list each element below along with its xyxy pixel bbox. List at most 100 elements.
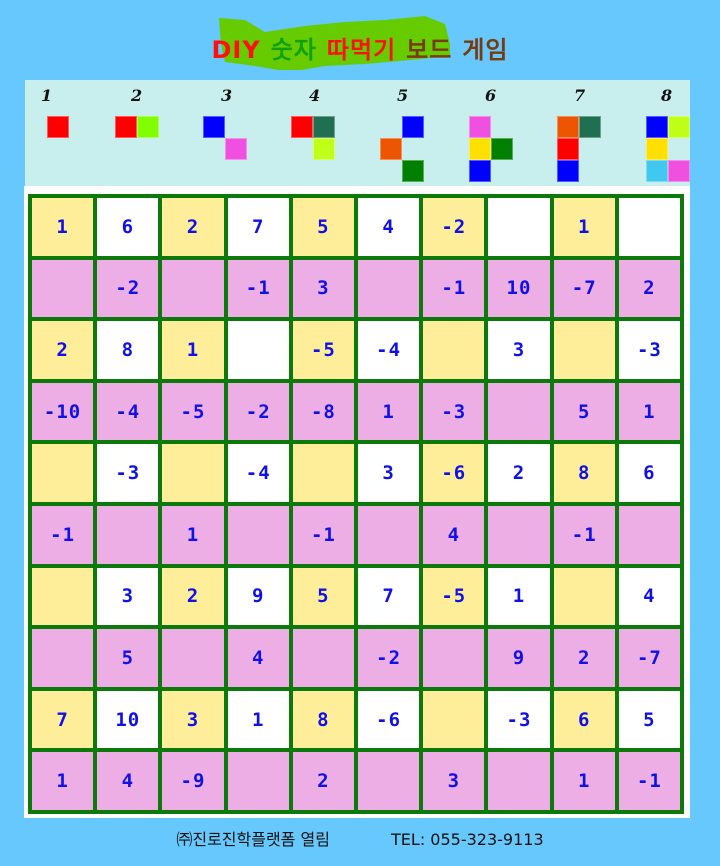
board-cell[interactable]	[488, 382, 550, 441]
board-cell[interactable]	[32, 259, 94, 318]
board-cell[interactable]: 7	[227, 198, 289, 256]
board-cell[interactable]: 8	[553, 444, 615, 502]
board-cell[interactable]	[292, 629, 354, 687]
board-cell[interactable]: 3	[162, 690, 224, 749]
board-cell[interactable]	[162, 259, 224, 318]
board-cell[interactable]: -5	[292, 321, 354, 379]
board-cell[interactable]: -3	[618, 321, 680, 379]
board-cell[interactable]: 2	[488, 444, 550, 502]
board-cell[interactable]: -1	[618, 752, 680, 810]
board-cell[interactable]: -5	[423, 567, 485, 626]
board-cell[interactable]: 4	[423, 505, 485, 564]
board-cell[interactable]: 2	[618, 259, 680, 318]
board-cell[interactable]	[423, 321, 485, 379]
board-cell[interactable]	[292, 444, 354, 502]
board-cell[interactable]: 3	[292, 259, 354, 318]
board-cell[interactable]: 3	[97, 567, 159, 626]
board-cell[interactable]: -8	[292, 382, 354, 441]
board-cell[interactable]	[227, 752, 289, 810]
board-cell[interactable]: 7	[358, 567, 420, 626]
board-cell[interactable]: 6	[97, 198, 159, 256]
board-cell[interactable]: 2	[292, 752, 354, 810]
board-cell[interactable]: 1	[618, 382, 680, 441]
board-cell[interactable]: 2	[553, 629, 615, 687]
board-cell[interactable]: 1	[488, 567, 550, 626]
board-cell[interactable]: -7	[618, 629, 680, 687]
board-cell[interactable]: 2	[162, 567, 224, 626]
board-cell[interactable]	[358, 752, 420, 810]
board-cell[interactable]	[488, 752, 550, 810]
board-cell[interactable]: -1	[292, 505, 354, 564]
board-cell[interactable]	[423, 690, 485, 749]
board-cell[interactable]	[488, 505, 550, 564]
board-cell[interactable]: -2	[97, 259, 159, 318]
board-cell[interactable]: -4	[227, 444, 289, 502]
board-cell[interactable]	[227, 505, 289, 564]
board-cell[interactable]: 4	[618, 567, 680, 626]
board-cell[interactable]: 4	[227, 629, 289, 687]
board-cell[interactable]: 5	[553, 382, 615, 441]
board-cell[interactable]	[618, 505, 680, 564]
board-cell[interactable]	[97, 505, 159, 564]
board-cell[interactable]	[553, 321, 615, 379]
board-cell[interactable]	[423, 629, 485, 687]
board-cell[interactable]: 6	[618, 444, 680, 502]
board-cell[interactable]	[32, 444, 94, 502]
board-cell[interactable]: -7	[553, 259, 615, 318]
board-cell[interactable]: 1	[227, 690, 289, 749]
board-cell[interactable]: 2	[162, 198, 224, 256]
board-cell[interactable]: 6	[553, 690, 615, 749]
board-cell[interactable]: 1	[32, 198, 94, 256]
board-cell[interactable]: 5	[292, 198, 354, 256]
board-cell[interactable]	[227, 321, 289, 379]
board-cell[interactable]: 8	[97, 321, 159, 379]
board-cell[interactable]: -6	[423, 444, 485, 502]
board-cell[interactable]	[162, 629, 224, 687]
board-cell[interactable]: -6	[358, 690, 420, 749]
board-cell[interactable]: -1	[423, 259, 485, 318]
board-cell[interactable]: 8	[292, 690, 354, 749]
board-cell[interactable]: 5	[292, 567, 354, 626]
board-cell[interactable]	[488, 198, 550, 256]
board-cell[interactable]: 3	[488, 321, 550, 379]
board-cell[interactable]: -4	[97, 382, 159, 441]
board-cell[interactable]: -2	[227, 382, 289, 441]
board-cell[interactable]: 9	[227, 567, 289, 626]
board-cell[interactable]: 1	[553, 752, 615, 810]
board-cell[interactable]: -10	[32, 382, 94, 441]
board-cell[interactable]: -2	[423, 198, 485, 256]
board-cell[interactable]: -1	[32, 505, 94, 564]
board-cell[interactable]: -2	[358, 629, 420, 687]
board-cell[interactable]: 3	[358, 444, 420, 502]
board-cell[interactable]	[32, 629, 94, 687]
board-cell[interactable]: 5	[97, 629, 159, 687]
board-cell[interactable]: -1	[227, 259, 289, 318]
board-cell[interactable]	[162, 444, 224, 502]
board-cell[interactable]: 5	[618, 690, 680, 749]
board-cell[interactable]: -3	[97, 444, 159, 502]
board-cell[interactable]: 1	[162, 505, 224, 564]
board-cell[interactable]: 10	[488, 259, 550, 318]
board-cell[interactable]: 9	[488, 629, 550, 687]
board-cell[interactable]: -3	[488, 690, 550, 749]
board-cell[interactable]: 10	[97, 690, 159, 749]
board-cell[interactable]: -1	[553, 505, 615, 564]
board-cell[interactable]: 4	[358, 198, 420, 256]
board-cell[interactable]: 1	[553, 198, 615, 256]
board-cell[interactable]: 2	[32, 321, 94, 379]
board-cell[interactable]: 1	[32, 752, 94, 810]
board-cell[interactable]: 1	[358, 382, 420, 441]
board-cell[interactable]: -9	[162, 752, 224, 810]
board-cell[interactable]	[358, 505, 420, 564]
board-cell[interactable]	[32, 567, 94, 626]
board-cell[interactable]	[618, 198, 680, 256]
board-cell[interactable]: -4	[358, 321, 420, 379]
board-cell[interactable]: -5	[162, 382, 224, 441]
board-cell[interactable]	[358, 259, 420, 318]
board-cell[interactable]: 4	[97, 752, 159, 810]
board-cell[interactable]: 1	[162, 321, 224, 379]
board-cell[interactable]: -3	[423, 382, 485, 441]
board-cell[interactable]	[553, 567, 615, 626]
board-cell[interactable]: 7	[32, 690, 94, 749]
board-cell[interactable]: 3	[423, 752, 485, 810]
